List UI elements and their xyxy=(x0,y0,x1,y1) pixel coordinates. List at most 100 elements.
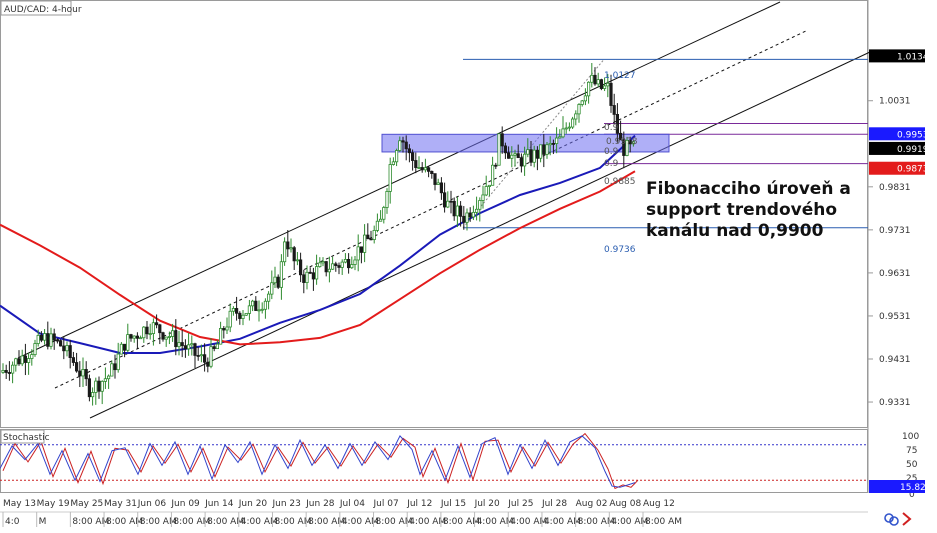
time-label: 4:00 AM xyxy=(342,517,379,527)
candle-body xyxy=(94,380,98,393)
candle-body xyxy=(590,74,594,83)
stochastic-panel-frame xyxy=(0,429,868,493)
date-label: Jun 20 xyxy=(238,499,268,509)
candle-body xyxy=(545,144,549,155)
candle-body xyxy=(142,326,146,339)
candle-body xyxy=(244,312,248,316)
time-label: 8:00 AM xyxy=(645,517,682,527)
candle-body xyxy=(33,343,37,356)
candle-body xyxy=(186,344,191,350)
fib-partial-label-3: 0.9 xyxy=(604,159,619,169)
candle-body xyxy=(430,170,434,175)
candle-body xyxy=(17,358,21,365)
date-label: Jun 14 xyxy=(204,499,234,509)
candle-body xyxy=(519,157,524,167)
candle-body xyxy=(503,145,508,154)
time-label: 4:0 xyxy=(5,517,20,527)
time-label: 4:00 AM xyxy=(544,517,581,527)
candle-body xyxy=(234,308,239,314)
candle-body xyxy=(407,148,412,154)
candle-body xyxy=(551,143,556,145)
candle-body xyxy=(276,276,280,288)
candle-body xyxy=(372,229,376,240)
candle-body xyxy=(87,378,91,398)
support-zone xyxy=(381,133,670,153)
fib-level-label-2: 0.9885 xyxy=(604,177,636,187)
stoch-d-line xyxy=(2,432,639,490)
time-label: 8:00 AM xyxy=(274,517,311,527)
candle-body xyxy=(247,305,251,314)
candle-body xyxy=(494,164,498,167)
candle-body xyxy=(398,140,402,151)
candle-body xyxy=(404,141,408,150)
candle-body xyxy=(529,149,533,163)
candle-body xyxy=(401,140,405,143)
candle-body xyxy=(362,234,367,253)
chart-title: AUD/CAD: 4-hour xyxy=(4,5,82,15)
time-label: 8:00 AM xyxy=(207,517,244,527)
time-axis: May 13 May 19 May 25 May 31 Jun 06 Jun 09 Jun … xyxy=(2,499,682,527)
stochastic-label: Stochastic xyxy=(3,433,50,443)
candle-body xyxy=(471,211,476,218)
candle-body xyxy=(183,345,187,350)
candle-body xyxy=(449,200,453,203)
candle-body xyxy=(510,154,514,159)
date-label: May 25 xyxy=(70,499,103,509)
candle-body xyxy=(452,200,456,217)
candle-body xyxy=(506,152,511,159)
date-label: Jul 25 xyxy=(507,499,533,509)
candle-body xyxy=(145,326,149,335)
stoch-value: 15.82 xyxy=(900,483,926,493)
date-label: May 13 xyxy=(3,499,36,509)
candle-body xyxy=(487,184,492,187)
candle-body xyxy=(609,82,613,106)
candle-body xyxy=(555,137,559,144)
candle-body xyxy=(180,342,184,347)
time-label: 4:00 AM xyxy=(611,517,648,527)
candle-body xyxy=(535,149,540,159)
candle-body xyxy=(321,261,325,264)
time-label: 4:00 AM xyxy=(510,517,547,527)
candle-body xyxy=(71,357,75,363)
candle-body xyxy=(199,354,203,357)
candle-body xyxy=(330,263,335,270)
candle-body xyxy=(542,144,546,155)
date-label: Aug 08 xyxy=(609,499,641,509)
ma-line-red xyxy=(0,170,636,346)
candle-body xyxy=(548,143,552,146)
candle-body xyxy=(209,346,213,367)
candle-body xyxy=(631,141,636,145)
date-label: May 19 xyxy=(37,499,70,509)
date-label: Aug 12 xyxy=(643,499,675,509)
annotation-line-3: kanálu nad 0,9900 xyxy=(646,221,824,241)
moving-averages xyxy=(0,134,636,354)
candle-body xyxy=(110,363,114,377)
time-label: 8:00 AM xyxy=(308,517,345,527)
candle-body xyxy=(62,345,66,352)
candle-body xyxy=(91,392,95,398)
candle-body xyxy=(282,241,287,263)
candle-body xyxy=(350,264,354,269)
support-zone-rect xyxy=(381,133,670,153)
candle-body xyxy=(356,246,360,261)
candle-body xyxy=(484,186,488,196)
candle-body xyxy=(625,139,629,156)
channel-lower-line xyxy=(89,51,871,419)
candle-body xyxy=(388,164,392,192)
price-tick-label: 0.9531 xyxy=(879,312,911,322)
candle-body xyxy=(123,343,127,351)
link-icon[interactable] xyxy=(884,513,899,526)
time-label: 8:00 AM xyxy=(72,517,109,527)
price-tag-label: 0.9919 xyxy=(897,145,929,155)
arrow-right-icon[interactable] xyxy=(902,512,912,526)
candle-body xyxy=(138,337,143,340)
candle-body xyxy=(81,369,85,377)
candle-body xyxy=(174,330,178,348)
candle-body xyxy=(1,370,5,373)
candle-body xyxy=(158,324,162,334)
candle-body xyxy=(218,328,223,345)
candle-body xyxy=(516,153,520,159)
candle-body xyxy=(20,355,24,365)
candle-body xyxy=(359,246,364,253)
date-label: May 31 xyxy=(104,499,137,509)
